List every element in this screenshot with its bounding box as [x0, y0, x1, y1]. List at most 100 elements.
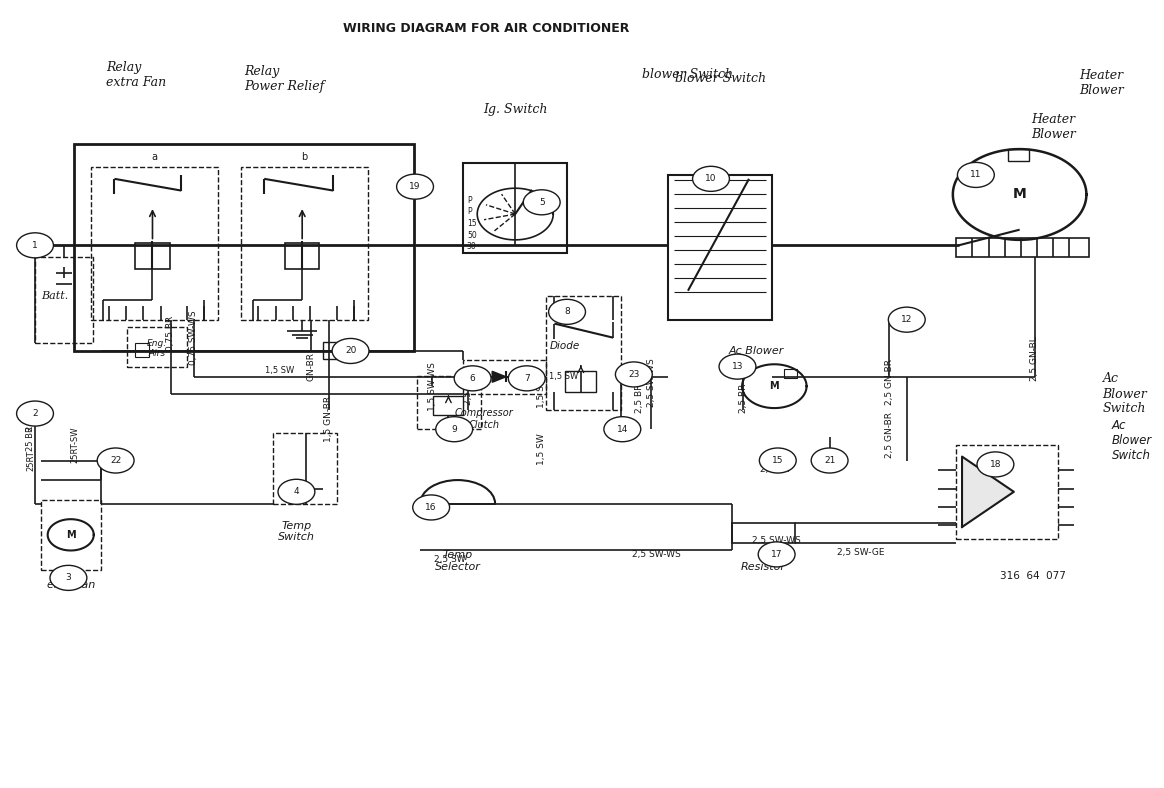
Text: 2,5: 2,5 [350, 346, 363, 355]
Text: 2,5 BR: 2,5 BR [760, 466, 789, 474]
Text: M: M [1013, 188, 1027, 202]
Circle shape [435, 417, 473, 442]
Bar [732, 523, 795, 543]
Circle shape [958, 162, 994, 188]
Text: 23: 23 [629, 370, 639, 379]
Text: Ig. Switch: Ig. Switch [483, 103, 547, 117]
Circle shape [604, 417, 640, 442]
Text: P: P [467, 207, 471, 216]
Text: 50: 50 [467, 231, 476, 240]
Bar [418, 376, 481, 429]
Text: 1,5 SW: 1,5 SW [264, 366, 293, 375]
Text: 12: 12 [901, 315, 913, 324]
Text: 1: 1 [33, 241, 38, 250]
Circle shape [454, 366, 491, 391]
Text: 2,5 GN-BR: 2,5 GN-BR [885, 359, 894, 405]
Circle shape [524, 190, 560, 215]
Bar [135, 343, 149, 357]
Text: 11: 11 [970, 170, 981, 180]
Text: blower Switch: blower Switch [675, 72, 766, 85]
Bar [783, 369, 797, 378]
Circle shape [50, 565, 87, 590]
Text: 9: 9 [452, 425, 457, 433]
Text: 21: 21 [824, 456, 836, 465]
Bar [35, 257, 93, 343]
Text: 1,5 GN-BR: 1,5 GN-BR [324, 396, 333, 442]
Bar [74, 143, 414, 351]
Text: 30: 30 [467, 243, 476, 251]
Circle shape [888, 307, 925, 333]
Circle shape [16, 232, 54, 258]
Text: 2: 2 [33, 409, 38, 418]
Text: 1,5 SW: 1,5 SW [538, 433, 546, 465]
Text: 2,5 GN-BL: 2,5 GN-BL [1030, 336, 1039, 381]
Text: Compressor
Clutch: Compressor Clutch [455, 408, 513, 429]
Text: Relay
Power Relief: Relay Power Relief [244, 65, 325, 93]
Bar [241, 167, 368, 320]
Bar [463, 360, 546, 394]
Text: 14: 14 [617, 425, 629, 433]
Text: Heater
Blower: Heater Blower [1031, 113, 1076, 141]
Text: 5: 5 [539, 198, 545, 206]
Text: Temp
Switch: Temp Switch [278, 521, 315, 542]
Text: 15: 15 [772, 456, 783, 465]
Text: Diode: Diode [549, 341, 580, 351]
Circle shape [811, 448, 849, 473]
Text: 10: 10 [705, 174, 717, 184]
Circle shape [278, 479, 314, 504]
Circle shape [759, 448, 796, 473]
Text: 18: 18 [989, 460, 1001, 469]
Text: 17: 17 [771, 550, 782, 559]
Text: 2,5 BR: 2,5 BR [26, 403, 35, 431]
Text: Temp
Selector: Temp Selector [434, 551, 481, 572]
Text: M: M [769, 381, 779, 391]
Text: 1,5 SW: 1,5 SW [538, 376, 546, 407]
Text: 19: 19 [410, 182, 421, 191]
Text: 2,5 BR: 2,5 BR [739, 383, 747, 413]
Text: 1,5 SW: 1,5 SW [548, 372, 577, 381]
Text: Relay
extra Fan: Relay extra Fan [106, 61, 166, 89]
Text: 1,5 SW-WS: 1,5 SW-WS [428, 362, 436, 411]
Text: 6: 6 [470, 374, 476, 383]
Text: 0,75 SW-WS: 0,75 SW-WS [190, 310, 198, 365]
Bar [433, 396, 463, 415]
Circle shape [509, 366, 545, 391]
Bar [546, 296, 622, 410]
Circle shape [332, 339, 369, 363]
Bar [274, 433, 336, 504]
Circle shape [16, 401, 54, 426]
Bar [668, 175, 772, 320]
Bar [127, 328, 187, 366]
Bar [41, 500, 100, 570]
Text: blower Switch: blower Switch [643, 68, 733, 81]
Circle shape [719, 354, 755, 379]
Circle shape [977, 452, 1014, 477]
Circle shape [616, 362, 652, 387]
Circle shape [397, 174, 433, 199]
Text: 2,5 SW-WS: 2,5 SW-WS [632, 550, 681, 559]
Text: 13: 13 [732, 362, 744, 371]
Text: b: b [301, 152, 307, 162]
Text: WIRING DIAGRAM FOR AIR CONDITIONER: WIRING DIAGRAM FOR AIR CONDITIONER [343, 22, 630, 35]
Text: 25RT-SW: 25RT-SW [71, 426, 80, 463]
Text: 25RT: 25RT [26, 450, 35, 471]
Text: Heater
Blower: Heater Blower [1079, 69, 1124, 97]
Bar [92, 167, 218, 320]
Polygon shape [961, 456, 1014, 527]
Text: 2,5 SW-WS: 2,5 SW-WS [647, 358, 655, 407]
Circle shape [758, 542, 795, 567]
Text: 25 BR: 25 BR [26, 426, 35, 451]
Bar [463, 163, 567, 253]
Text: 316  64  077: 316 64 077 [1001, 571, 1066, 581]
Text: 3: 3 [65, 574, 71, 582]
Text: P: P [467, 196, 471, 205]
Text: M: M [66, 530, 76, 540]
Bar [285, 243, 319, 269]
Text: a: a [151, 152, 158, 162]
Bar [957, 445, 1058, 539]
Text: 20: 20 [345, 347, 356, 355]
Text: 7: 7 [524, 374, 530, 383]
Text: 15: 15 [467, 219, 476, 228]
Text: Resistor: Resistor [740, 562, 786, 572]
Text: Eng.
Airs: Eng. Airs [147, 339, 168, 359]
